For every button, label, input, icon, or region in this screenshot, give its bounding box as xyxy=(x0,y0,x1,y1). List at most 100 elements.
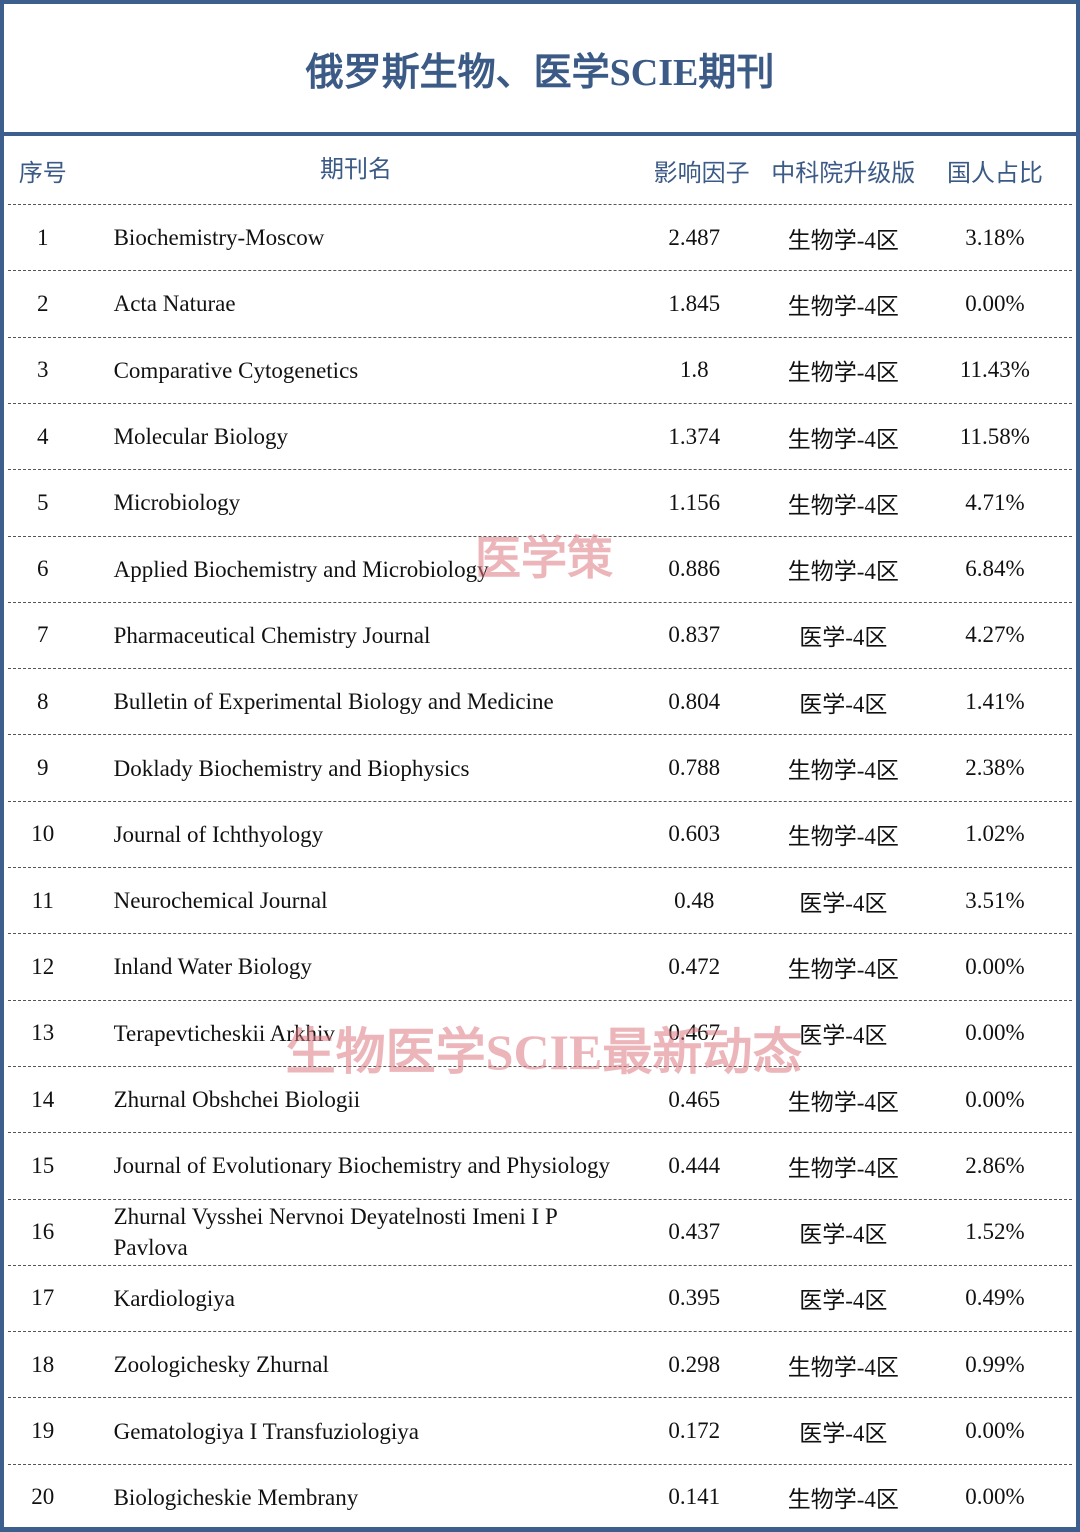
chinese-share: 0.00% xyxy=(965,1418,1025,1444)
row-number: 11 xyxy=(31,887,54,913)
cas-zone: 生物学-4区 xyxy=(787,758,899,784)
journal-name: Applied Biochemistry and Microbiology xyxy=(113,556,489,582)
cas-zone: 生物学-4区 xyxy=(787,956,899,982)
cas-zone: 生物学-4区 xyxy=(787,426,899,452)
impact-factor: 0.298 xyxy=(668,1351,721,1377)
impact-factor: 0.437 xyxy=(668,1219,721,1245)
row-number: 5 xyxy=(37,489,49,515)
header-cell: 中科院升级版 xyxy=(771,160,916,187)
table-row: 16 Zhurnal Vysshei Nervnoi Deyatelnosti I… xyxy=(8,1198,1072,1265)
watermark: 医学策 xyxy=(475,533,613,584)
chinese-share: 0.00% xyxy=(965,290,1025,316)
journal-name: Journal of Ichthyology xyxy=(113,821,324,847)
impact-factor: 2.487 xyxy=(668,224,721,250)
row-number: 6 xyxy=(37,556,49,582)
row-number: 15 xyxy=(31,1152,55,1178)
journal-name: Comparative Cytogenetics xyxy=(113,357,359,383)
cas-zone: 医学-4区 xyxy=(799,1023,888,1049)
impact-factor: 0.444 xyxy=(668,1152,721,1178)
row-number: 10 xyxy=(31,821,55,847)
table-row: 10 Journal of Ichthyology 0.603 生物学-4区 1.02% xyxy=(8,800,1072,867)
table-row: 19 Gematologiya I Transfuziologiya 0.172 医学… xyxy=(8,1397,1072,1463)
impact-factor: 0.465 xyxy=(668,1086,721,1112)
table-row: 14 Zhurnal Obshchei Biologii 0.465 生物学-4区 0.… xyxy=(8,1065,1072,1132)
cas-zone: 生物学-4区 xyxy=(787,492,899,518)
chinese-share: 4.27% xyxy=(965,622,1025,648)
row-number: 7 xyxy=(37,622,49,648)
cas-zone: 医学-4区 xyxy=(799,1421,888,1447)
chinese-share: 0.00% xyxy=(965,1484,1025,1510)
chinese-share: 3.51% xyxy=(965,887,1025,913)
row-number: 17 xyxy=(31,1285,55,1311)
journal-name: Gematologiya I Transfuziologiya xyxy=(113,1418,419,1444)
cas-zone: 生物学-4区 xyxy=(787,1354,899,1380)
journal-name: Microbiology xyxy=(113,490,241,516)
impact-factor: 1.845 xyxy=(668,290,721,316)
cas-zone: 医学-4区 xyxy=(799,1222,888,1248)
impact-factor: 1.8 xyxy=(679,357,709,383)
table-row: 13 Terapevticheskii Arkhiv 0.467 医学-4区 0.00% xyxy=(8,999,1072,1066)
cas-zone: 生物学-4区 xyxy=(787,1487,899,1513)
journal-name: Zhurnal Vysshei Nervnoi Deyatelnosti Ime… xyxy=(113,1204,557,1261)
table-row: 11 Neurochemical Journal 0.48 医学-4区 3.51% xyxy=(8,867,1072,933)
row-number: 19 xyxy=(31,1418,55,1444)
row-number: 2 xyxy=(37,290,49,316)
journal-name: Biologicheskie Membrany xyxy=(113,1484,359,1510)
chinese-share: 3.18% xyxy=(965,224,1025,250)
row-number: 14 xyxy=(31,1086,55,1112)
journal-name: Molecular Biology xyxy=(113,424,288,450)
journal-name: Acta Naturae xyxy=(113,291,236,317)
chinese-share: 2.38% xyxy=(965,755,1025,781)
impact-factor: 0.886 xyxy=(668,556,721,582)
chinese-share: 4.71% xyxy=(965,489,1025,515)
table-row: 3 Comparative Cytogenetics 1.8 生物学-4区 11.43% xyxy=(8,336,1072,403)
impact-factor: 0.603 xyxy=(668,821,721,847)
watermark: 生物医学SCIE最新动态 xyxy=(285,1024,803,1080)
cas-zone: 生物学-4区 xyxy=(787,1089,899,1115)
impact-factor: 0.172 xyxy=(668,1418,721,1444)
row-number: 3 xyxy=(37,357,49,383)
impact-factor: 0.467 xyxy=(668,1020,721,1046)
table-row: 7 Pharmaceutical Chemistry Journal 0.837 医学… xyxy=(8,601,1072,668)
journal-name: Biochemistry-Moscow xyxy=(113,225,325,251)
row-number: 9 xyxy=(37,755,49,781)
row-number: 4 xyxy=(37,423,49,449)
row-number: 16 xyxy=(31,1219,55,1245)
journal-name: Bulletin of Experimental Biology and Med… xyxy=(113,689,554,715)
journal-name: Inland Water Biology xyxy=(113,954,312,980)
impact-factor: 1.156 xyxy=(668,489,721,515)
impact-factor: 0.141 xyxy=(668,1484,721,1510)
chinese-share: 1.52% xyxy=(965,1219,1025,1245)
table-row: 6 Applied Biochemistry and Microbiology 0.… xyxy=(8,535,1072,602)
cas-zone: 生物学-4区 xyxy=(787,1155,899,1181)
row-number: 20 xyxy=(31,1484,55,1510)
table-row: 4 Molecular Biology 1.374 生物学-4区 11.58% xyxy=(8,402,1072,469)
impact-factor: 0.788 xyxy=(668,755,721,781)
impact-factor: 0.804 xyxy=(668,688,721,714)
journal-name: Pharmaceutical Chemistry Journal xyxy=(113,622,431,648)
impact-factor: 0.48 xyxy=(674,887,715,913)
impact-factor: 0.837 xyxy=(668,622,721,648)
cas-zone: 医学-4区 xyxy=(799,691,888,717)
header-cell: 期刊名 xyxy=(320,156,393,183)
table-row: 15 Journal of Evolutionary Biochemistry a… xyxy=(8,1132,1072,1198)
journal-name: Kardiologiya xyxy=(113,1285,235,1311)
journal-name: Neurochemical Journal xyxy=(113,888,328,914)
cas-zone: 医学-4区 xyxy=(799,625,888,651)
table-row: 1 Biochemistry-Moscow 2.487 生物学-4区 3.18% xyxy=(8,204,1072,270)
cas-zone: 生物学-4区 xyxy=(787,360,899,386)
table-row: 9 Doklady Biochemistry and Biophysics 0.78… xyxy=(8,734,1072,800)
header-cell: 影响因子 xyxy=(653,160,750,187)
table-row: 20 Biologicheskie Membrany 0.141 生物学-4区 0.00… xyxy=(8,1463,1072,1530)
cas-zone: 生物学-4区 xyxy=(787,293,899,319)
chinese-share: 0.49% xyxy=(965,1285,1025,1311)
chinese-share: 6.84% xyxy=(965,556,1025,582)
chinese-share: 0.00% xyxy=(965,1086,1025,1112)
journal-name: Doklady Biochemistry and Biophysics xyxy=(113,755,470,781)
row-number: 1 xyxy=(37,224,49,250)
header-cell: 序号 xyxy=(18,160,67,187)
cas-zone: 生物学-4区 xyxy=(787,824,899,850)
row-number: 18 xyxy=(31,1351,55,1377)
chinese-share: 1.41% xyxy=(965,688,1025,714)
